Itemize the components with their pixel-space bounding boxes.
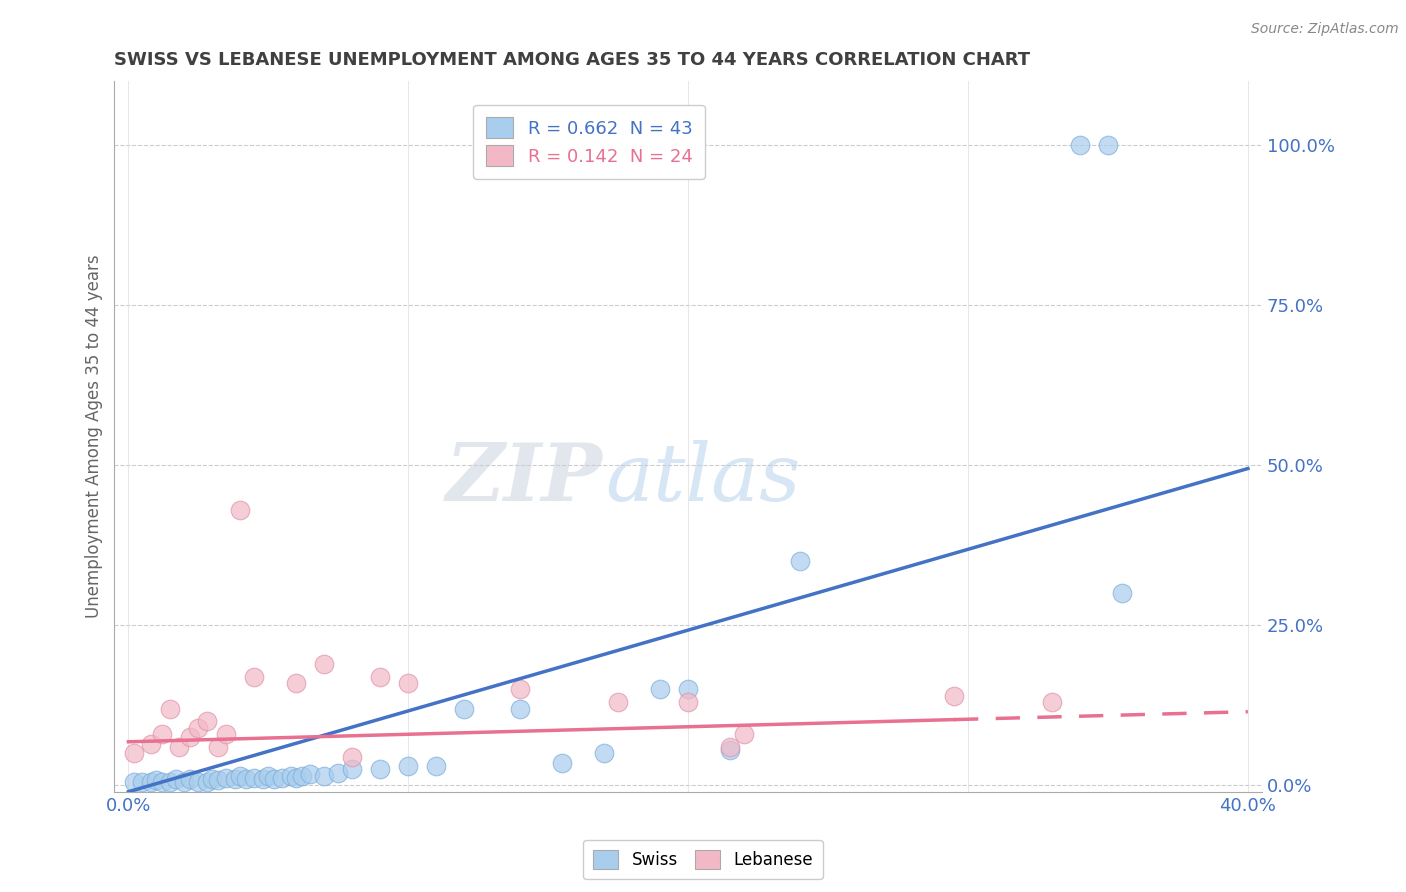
Text: SWISS VS LEBANESE UNEMPLOYMENT AMONG AGES 35 TO 44 YEARS CORRELATION CHART: SWISS VS LEBANESE UNEMPLOYMENT AMONG AGE…	[114, 51, 1031, 69]
Point	[215, 771, 238, 785]
Point	[229, 503, 252, 517]
Point	[396, 676, 419, 690]
Point	[235, 772, 257, 786]
Point	[159, 701, 181, 715]
Point	[509, 701, 531, 715]
Point	[257, 769, 280, 783]
Point	[291, 769, 314, 783]
Point	[368, 669, 391, 683]
Point	[167, 739, 190, 754]
Point	[243, 771, 266, 785]
Point	[551, 756, 574, 770]
Point	[676, 695, 699, 709]
Point	[139, 775, 162, 789]
Point	[139, 737, 162, 751]
Point	[789, 554, 811, 568]
Point	[342, 749, 364, 764]
Point	[593, 747, 616, 761]
Point	[342, 762, 364, 776]
Point	[285, 676, 308, 690]
Point	[201, 772, 224, 786]
Point	[299, 766, 322, 780]
Point	[224, 772, 246, 786]
Point	[179, 731, 201, 745]
Point	[187, 721, 209, 735]
Point	[173, 775, 195, 789]
Point	[187, 775, 209, 789]
Point	[509, 682, 531, 697]
Point	[1111, 586, 1133, 600]
Text: Source: ZipAtlas.com: Source: ZipAtlas.com	[1251, 22, 1399, 37]
Point	[131, 775, 153, 789]
Point	[718, 739, 741, 754]
Point	[122, 747, 145, 761]
Point	[285, 771, 308, 785]
Point	[252, 772, 274, 786]
Y-axis label: Unemployment Among Ages 35 to 44 years: Unemployment Among Ages 35 to 44 years	[86, 255, 103, 618]
Point	[1069, 138, 1091, 153]
Point	[229, 769, 252, 783]
Point	[159, 775, 181, 789]
Point	[396, 759, 419, 773]
Point	[263, 772, 285, 786]
Point	[314, 657, 336, 671]
Legend: Swiss, Lebanese: Swiss, Lebanese	[583, 840, 823, 880]
Legend: R = 0.662  N = 43, R = 0.142  N = 24: R = 0.662 N = 43, R = 0.142 N = 24	[474, 104, 704, 178]
Point	[607, 695, 630, 709]
Point	[195, 714, 218, 729]
Point	[1097, 138, 1119, 153]
Point	[676, 682, 699, 697]
Point	[165, 772, 187, 786]
Point	[368, 762, 391, 776]
Point	[150, 727, 173, 741]
Point	[943, 689, 966, 703]
Point	[215, 727, 238, 741]
Point	[243, 669, 266, 683]
Point	[314, 769, 336, 783]
Point	[733, 727, 755, 741]
Point	[328, 765, 350, 780]
Point	[122, 775, 145, 789]
Point	[145, 773, 167, 788]
Point	[207, 739, 229, 754]
Text: atlas: atlas	[606, 441, 801, 518]
Text: ZIP: ZIP	[446, 441, 602, 518]
Point	[150, 775, 173, 789]
Point	[1040, 695, 1063, 709]
Point	[179, 772, 201, 786]
Point	[718, 743, 741, 757]
Point	[207, 773, 229, 788]
Point	[650, 682, 672, 697]
Point	[453, 701, 475, 715]
Point	[425, 759, 447, 773]
Point	[195, 775, 218, 789]
Point	[280, 769, 302, 783]
Point	[271, 771, 294, 785]
